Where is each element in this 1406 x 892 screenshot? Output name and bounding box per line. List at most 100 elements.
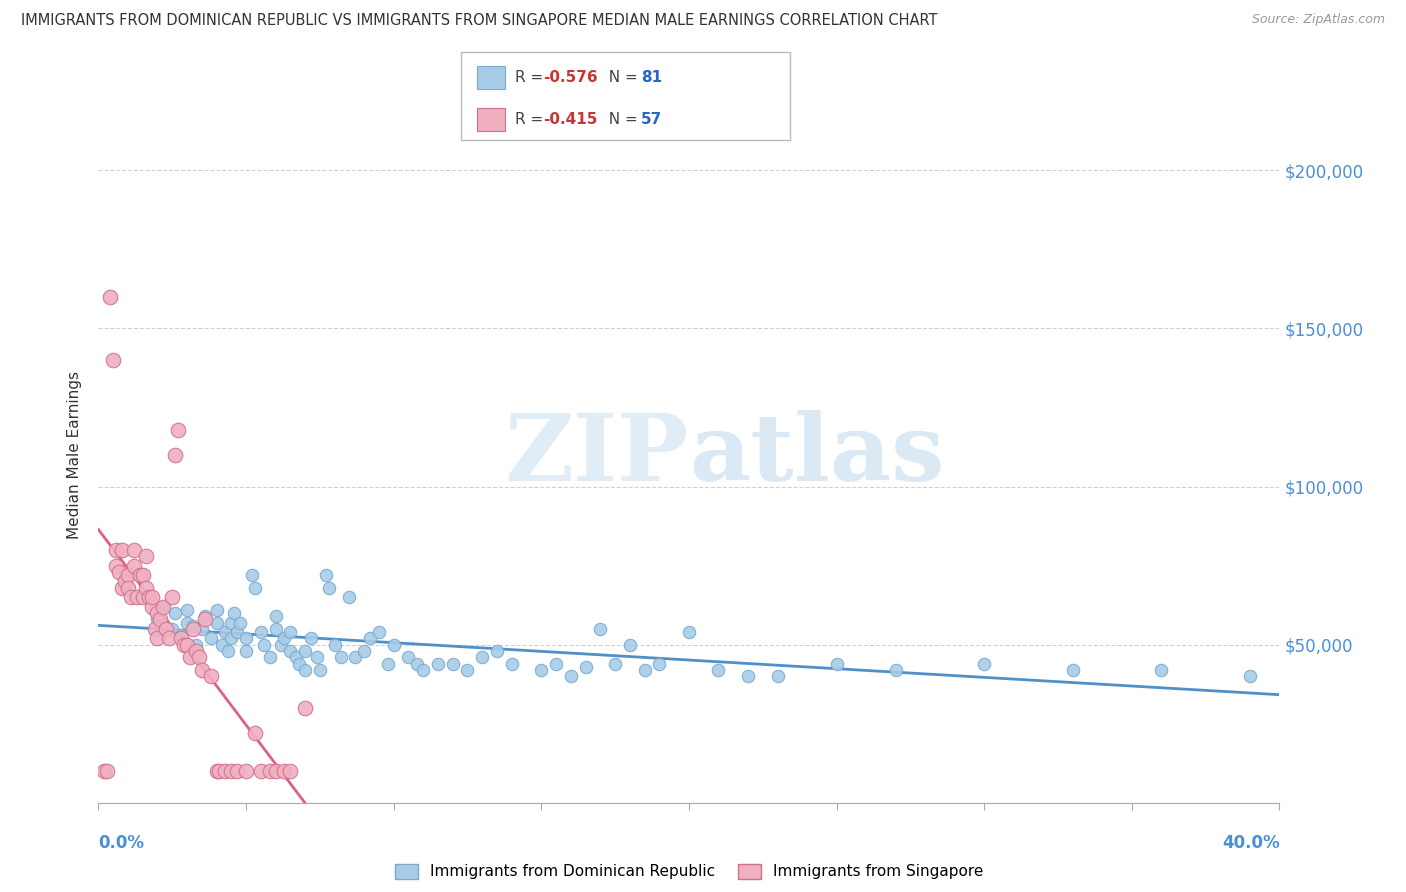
Point — [200, 632, 222, 646]
Point — [344, 650, 367, 665]
Point — [217, 644, 239, 658]
Point — [678, 625, 700, 640]
Point — [132, 591, 155, 605]
Point — [219, 764, 242, 779]
Point — [278, 764, 302, 779]
Point — [825, 657, 848, 671]
Point — [135, 549, 157, 563]
Point — [270, 638, 292, 652]
Point — [111, 542, 134, 557]
Point — [294, 644, 316, 658]
Point — [194, 612, 217, 626]
Point — [1062, 663, 1084, 677]
Point — [162, 591, 183, 605]
Point — [235, 644, 257, 658]
Point — [589, 622, 612, 636]
Point — [149, 612, 172, 626]
Point — [179, 650, 201, 665]
Point — [707, 663, 730, 677]
Point — [273, 764, 295, 779]
Text: N =: N = — [599, 70, 643, 85]
Point — [194, 609, 217, 624]
Legend: Immigrants from Dominican Republic, Immigrants from Singapore: Immigrants from Dominican Republic, Immi… — [388, 857, 990, 886]
Point — [141, 599, 163, 614]
Point — [146, 612, 169, 626]
Point — [264, 622, 287, 636]
Point — [138, 591, 160, 605]
Point — [1239, 669, 1261, 683]
Point — [574, 660, 596, 674]
Point — [427, 657, 450, 671]
Point — [396, 650, 419, 665]
Text: ZIP: ZIP — [505, 410, 689, 500]
Point — [108, 565, 131, 579]
Point — [181, 622, 204, 636]
Point — [117, 568, 139, 582]
Point — [226, 764, 249, 779]
Point — [294, 663, 316, 677]
Point — [305, 650, 328, 665]
Text: atlas: atlas — [689, 410, 945, 500]
Point — [93, 764, 115, 779]
Point — [205, 615, 228, 630]
Point — [191, 663, 214, 677]
Point — [318, 581, 340, 595]
Point — [146, 606, 169, 620]
Point — [229, 615, 252, 630]
Point — [406, 657, 429, 671]
Point — [235, 764, 257, 779]
Point — [155, 622, 177, 636]
Point — [315, 568, 337, 582]
Point — [176, 638, 198, 652]
Point — [157, 632, 180, 646]
Point — [884, 663, 907, 677]
Point — [214, 625, 236, 640]
Y-axis label: Median Male Earnings: Median Male Earnings — [67, 371, 83, 539]
Text: R =: R = — [515, 70, 548, 85]
Text: -0.415: -0.415 — [543, 112, 598, 128]
Point — [250, 625, 273, 640]
Point — [530, 663, 553, 677]
Point — [323, 638, 346, 652]
Point — [501, 657, 523, 671]
Point — [167, 423, 190, 437]
Point — [181, 618, 204, 632]
Point — [412, 663, 434, 677]
Point — [441, 657, 464, 671]
Point — [456, 663, 478, 677]
Point — [605, 657, 627, 671]
Point — [146, 632, 169, 646]
Point — [105, 558, 128, 573]
Point — [187, 650, 209, 665]
Point — [368, 625, 391, 640]
Point — [259, 650, 281, 665]
Point — [278, 644, 302, 658]
Point — [329, 650, 352, 665]
Point — [219, 615, 242, 630]
Point — [359, 632, 381, 646]
Point — [191, 622, 214, 636]
Text: 81: 81 — [641, 70, 662, 85]
Point — [294, 701, 316, 715]
Point — [120, 591, 142, 605]
Point — [105, 542, 128, 557]
Text: 57: 57 — [641, 112, 662, 128]
Point — [173, 638, 195, 652]
Text: Source: ZipAtlas.com: Source: ZipAtlas.com — [1251, 13, 1385, 27]
Point — [285, 650, 308, 665]
Point — [299, 632, 322, 646]
Point — [165, 448, 187, 462]
Point — [278, 625, 302, 640]
Text: N =: N = — [599, 112, 643, 128]
Point — [766, 669, 789, 683]
Point — [111, 581, 134, 595]
Point — [219, 632, 242, 646]
Text: IMMIGRANTS FROM DOMINICAN REPUBLIC VS IMMIGRANTS FROM SINGAPORE MEDIAN MALE EARN: IMMIGRANTS FROM DOMINICAN REPUBLIC VS IM… — [21, 13, 938, 29]
Point — [546, 657, 568, 671]
Point — [240, 568, 263, 582]
Point — [141, 591, 163, 605]
Point — [128, 568, 150, 582]
Point — [176, 603, 198, 617]
Point — [560, 669, 582, 683]
Point — [1150, 663, 1173, 677]
